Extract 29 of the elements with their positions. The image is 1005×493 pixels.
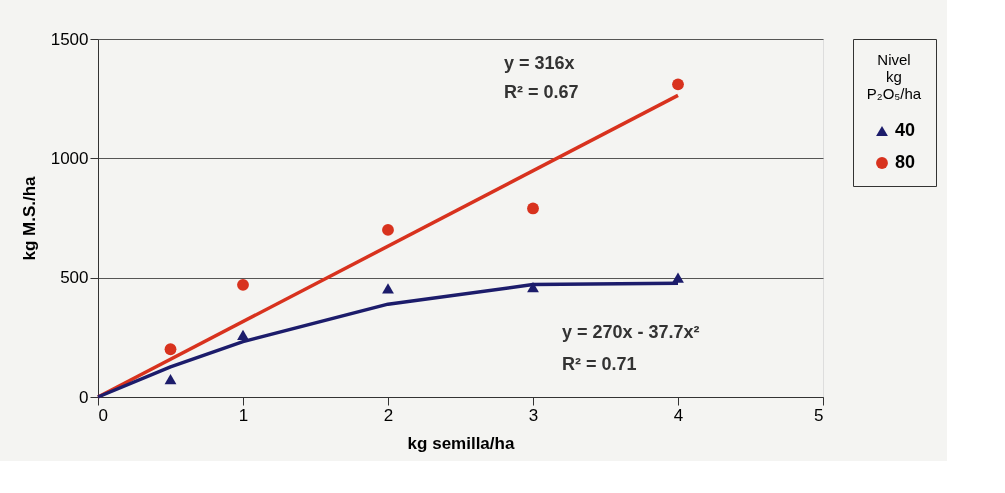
x-tick-label: 0 [98, 405, 108, 425]
legend-label: 40 [895, 120, 916, 140]
y-tick-label: 1500 [50, 29, 89, 49]
point [382, 224, 394, 236]
point [527, 202, 539, 215]
annotation: y = 270x - 37.7x² [562, 321, 700, 342]
x-tick-label: 5 [814, 405, 824, 425]
y-axis-title: kg M.S./ha [19, 175, 39, 261]
annotation: R² = 0.67 [504, 81, 579, 102]
point [164, 373, 177, 385]
x-tick-label: 4 [673, 405, 684, 425]
point [527, 282, 539, 293]
x-tick-label: 1 [238, 405, 249, 425]
point [164, 343, 177, 356]
point [672, 272, 684, 283]
annotation: R² = 0.71 [562, 353, 637, 374]
y-tick-label: 0 [79, 387, 89, 407]
point [237, 278, 249, 291]
x-tick-label: 2 [383, 405, 394, 425]
point [237, 329, 249, 341]
annotation: y = 316x [504, 53, 575, 74]
y-tick-label: 1000 [50, 148, 89, 168]
y-tick-label: 500 [60, 268, 89, 288]
point [672, 78, 684, 91]
x-axis-title: kg semilla/ha [407, 433, 515, 453]
legend-title: Nivel kg P₂O₅/ha [866, 51, 922, 102]
x-tick-label: 3 [528, 405, 539, 425]
legend-label: 80 [895, 152, 916, 172]
point [382, 283, 394, 294]
